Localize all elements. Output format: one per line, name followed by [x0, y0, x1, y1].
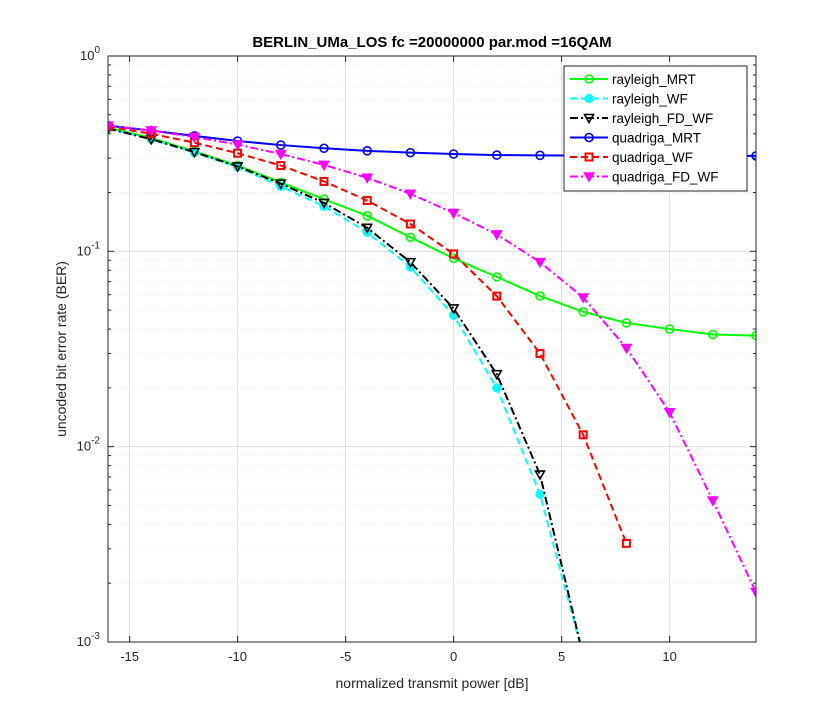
legend-marker: [583, 113, 595, 125]
data-point: [276, 161, 286, 171]
data-point: [707, 329, 718, 340]
data-point: [319, 143, 329, 154]
data-point: [405, 147, 416, 158]
data-point: [620, 343, 633, 355]
chart-title: BERLIN_UMa_LOS fc =20000000 par.mod =16Q…: [252, 34, 611, 51]
data-point: [490, 230, 503, 241]
data-point: [448, 149, 459, 159]
data-point: [535, 489, 545, 499]
data-point: [535, 150, 545, 161]
y-tick-label: 100: [80, 45, 100, 63]
data-point: [491, 150, 502, 160]
legend-label: quadriga_FD_WF: [612, 170, 719, 185]
data-point: [231, 162, 244, 173]
data-point: [751, 151, 756, 161]
data-point: [491, 272, 502, 282]
data-point: [663, 407, 676, 419]
data-point: [534, 470, 546, 481]
x-tick-label: 0: [450, 649, 457, 664]
legend-entry: rayleigh_MRT: [570, 72, 696, 87]
data-point: [188, 132, 201, 144]
y-axis-label: uncoded bit error rate (BER): [53, 261, 69, 437]
y-tick-label: 10-3: [77, 631, 101, 649]
plot-frame: [107, 55, 757, 643]
data-point: [362, 196, 372, 206]
x-tick-label: -5: [340, 649, 352, 664]
data-point: [188, 147, 201, 159]
data-point: [404, 257, 417, 269]
legend-marker: [584, 132, 594, 143]
data-point: [621, 318, 632, 328]
data-point: [490, 369, 503, 381]
data-point: [535, 291, 545, 301]
data-point: [274, 179, 287, 190]
series-quadriga-fd-wf: [108, 121, 756, 599]
legend-marker: [584, 93, 594, 104]
data-point: [492, 383, 502, 393]
legend-box: [563, 65, 748, 192]
data-point: [577, 293, 590, 304]
data-point: [361, 223, 374, 234]
x-tick-label: 10: [662, 649, 676, 664]
data-point: [621, 538, 631, 548]
legend-label: quadriga_WF: [612, 150, 693, 165]
data-point: [750, 587, 756, 599]
legend-label: rayleigh_FD_WF: [612, 111, 713, 126]
data-point: [108, 121, 114, 132]
data-point: [274, 149, 287, 161]
data-point: [534, 257, 546, 269]
data-point: [405, 219, 415, 229]
data-point: [751, 330, 756, 341]
x-tick-label: -15: [120, 649, 139, 664]
series-line: [108, 127, 581, 642]
data-point: [362, 211, 373, 221]
data-point: [492, 291, 502, 301]
data-point: [145, 126, 158, 137]
data-point: [449, 249, 459, 259]
data-point: [231, 140, 244, 151]
legend: rayleigh_MRT rayleigh_WF rayleigh_FD_WFqua…: [563, 65, 748, 192]
data-point: [362, 146, 373, 156]
y-tick-label: 10-1: [77, 240, 101, 258]
data-point: [447, 304, 460, 315]
x-tick-label: -10: [228, 649, 247, 664]
legend-label: quadriga_MRT: [612, 131, 701, 146]
legend-marker: [583, 172, 595, 183]
x-axis-label: normalized transmit power [dB]: [336, 675, 529, 691]
data-point: [319, 176, 329, 186]
legend-label: rayleigh_WF: [612, 92, 688, 107]
legend-entry: rayleigh_WF: [570, 92, 688, 107]
data-point: [447, 208, 460, 220]
legend-label: rayleigh_MRT: [612, 72, 696, 87]
data-point: [535, 348, 545, 358]
y-tick-label: 10-2: [77, 436, 101, 454]
data-point: [404, 189, 417, 200]
legend-entry: rayleigh_FD_WF: [570, 111, 713, 126]
axes: -15 -10 -5 0 5 10 100 10-1 10-2 10-3: [77, 45, 756, 664]
legend-entry: quadriga_WF: [570, 150, 693, 165]
data-point: [578, 430, 588, 440]
data-point: [318, 198, 330, 210]
data-point: [318, 160, 330, 172]
data-point: [405, 232, 416, 243]
legend-marker: [584, 152, 594, 162]
grid: [108, 55, 756, 643]
legend-entry: quadriga_MRT: [570, 131, 701, 146]
data-point: [706, 496, 719, 507]
data-point: [578, 307, 589, 317]
legend-marker: [584, 74, 594, 84]
data-point: [664, 324, 675, 334]
data-point: [361, 173, 374, 184]
data-point: [275, 140, 286, 150]
series-line: [108, 125, 628, 544]
x-tick-label: 5: [558, 649, 565, 664]
legend-entry: quadriga_FD_WF: [570, 170, 719, 185]
